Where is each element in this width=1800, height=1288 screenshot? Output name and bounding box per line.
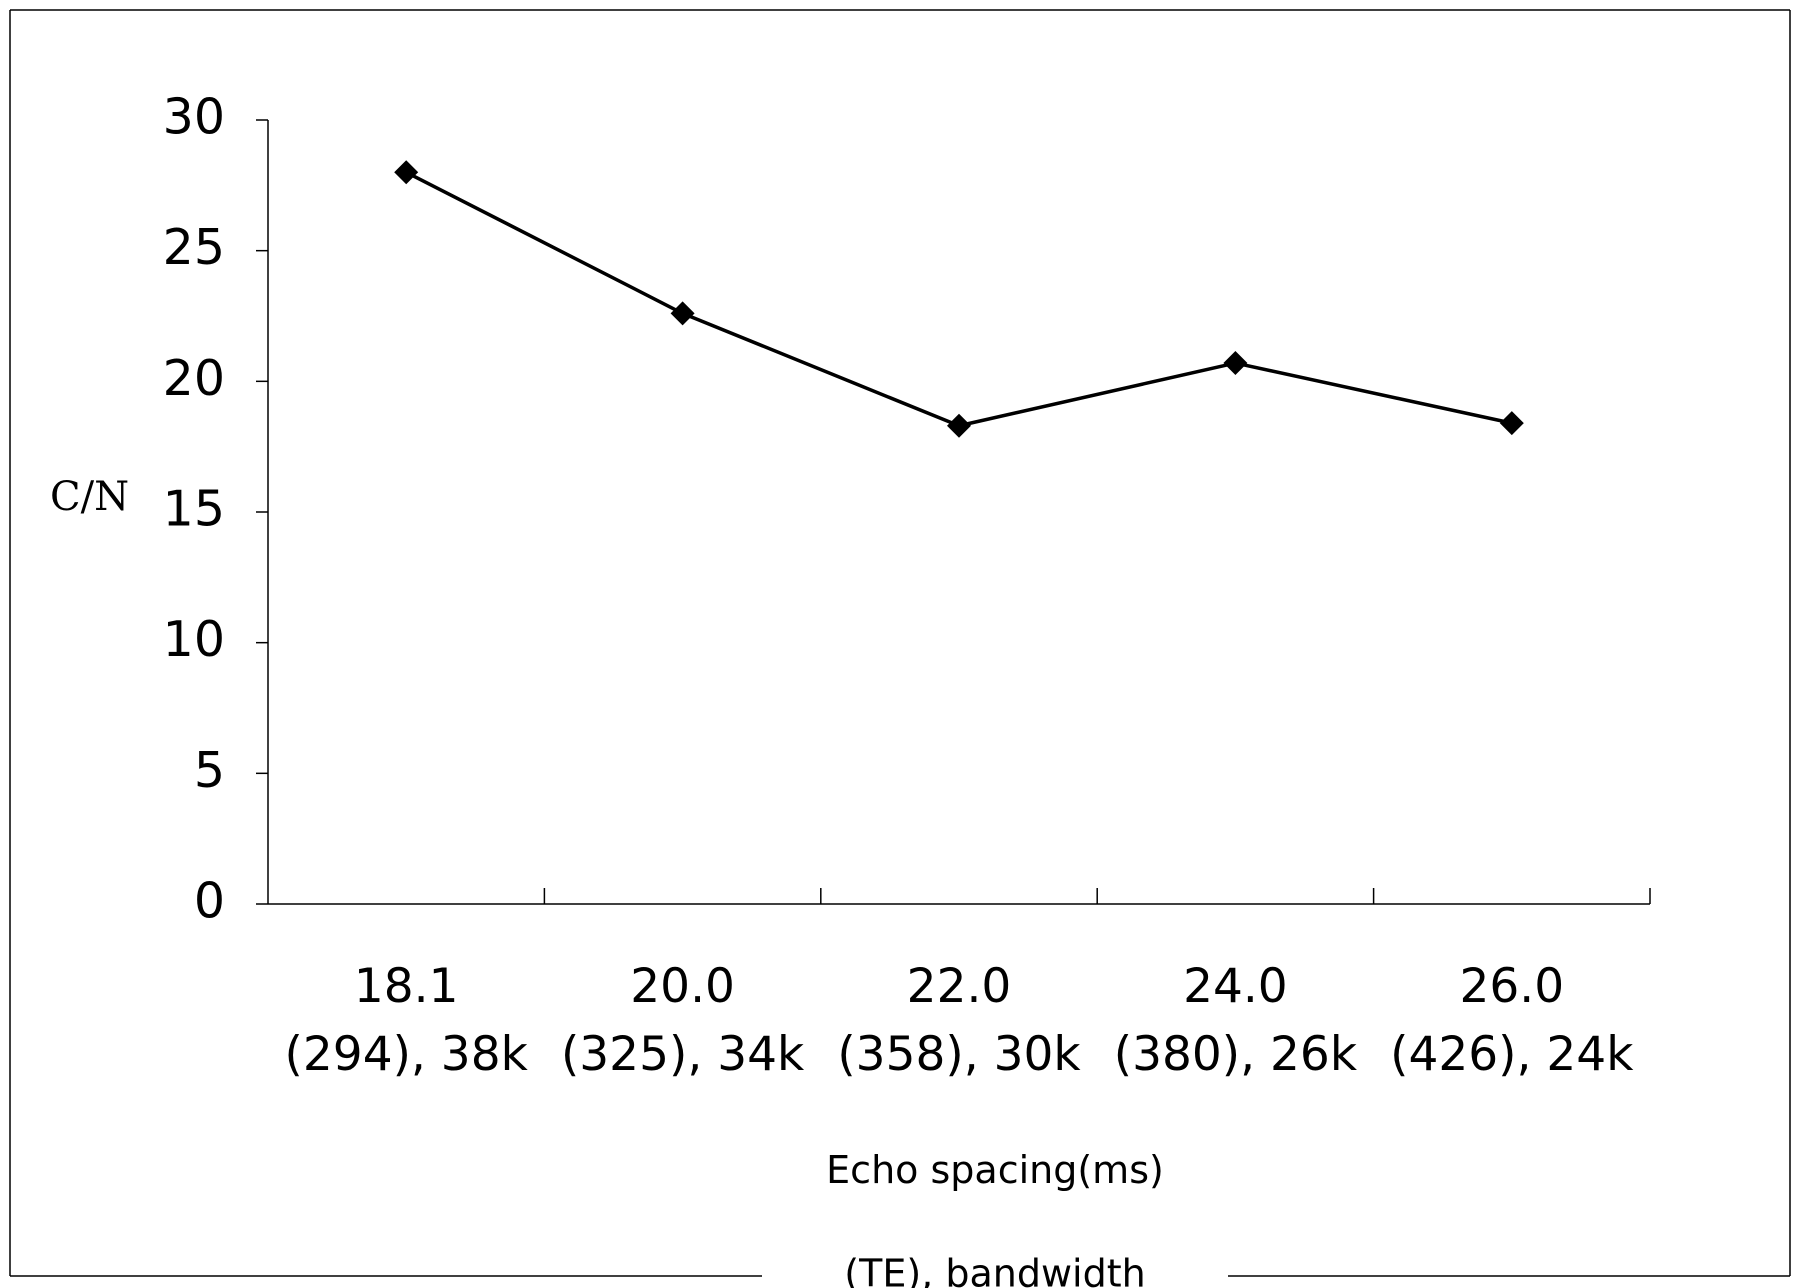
x-tick-sublabel: (325), 34k	[561, 1027, 805, 1082]
x-tick-sublabel: (426), 24k	[1390, 1027, 1634, 1082]
y-tick-label: 20	[163, 350, 225, 407]
x-tick-sublabel: (380), 26k	[1114, 1027, 1358, 1082]
data-point-marker	[947, 413, 971, 438]
x-axis-ticks	[543, 888, 1651, 904]
x-tick-label: 18.1	[354, 959, 459, 1014]
data-point-marker	[670, 301, 695, 326]
y-axis-title: C/N	[50, 474, 129, 520]
data-point-marker	[1499, 411, 1524, 436]
x-tick-label: 20.0	[630, 959, 735, 1014]
y-tick-label: 15	[163, 481, 225, 538]
y-tick-label: 30	[163, 89, 225, 146]
y-tick-label: 10	[163, 611, 225, 668]
data-point-marker	[394, 160, 419, 185]
x-tick-sublabel: (294), 38k	[285, 1027, 529, 1082]
x-tick-label: 26.0	[1459, 959, 1564, 1014]
y-tick-label: 0	[194, 873, 225, 930]
y-axis-ticks: 0 5 10 15 20 25 30	[163, 89, 268, 930]
y-tick-label: 25	[163, 219, 225, 276]
chart-frame	[9, 9, 1791, 1277]
series-line	[405, 170, 1513, 428]
x-axis-title: Echo spacing(ms)	[826, 1148, 1164, 1192]
series-layer	[394, 160, 1524, 438]
x-axis-subtitle: (TE), bandwidth	[844, 1252, 1145, 1288]
x-tick-sublabel: (358), 30k	[837, 1027, 1081, 1082]
y-tick-label: 5	[194, 742, 225, 799]
x-tick-label: 24.0	[1183, 959, 1288, 1014]
data-point-marker	[1223, 351, 1248, 376]
x-tick-label: 22.0	[907, 959, 1012, 1014]
x-axis-category-labels: 18.1 (294), 38k 20.0 (325), 34k 22.0 (358), 3…	[285, 959, 1635, 1082]
